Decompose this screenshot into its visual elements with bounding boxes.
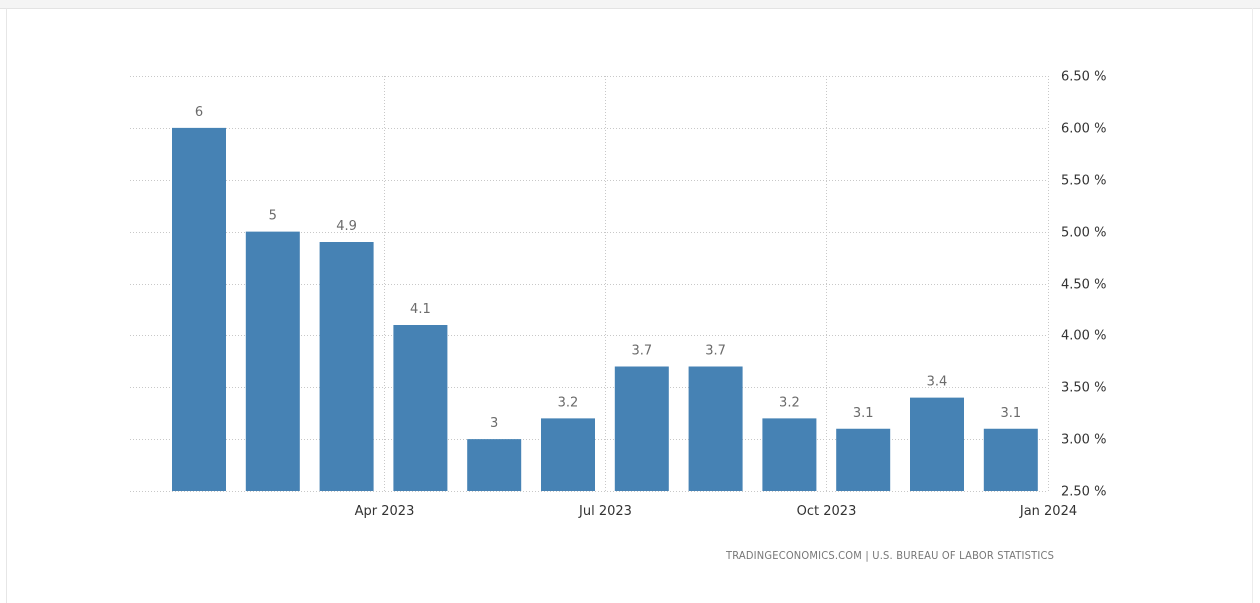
y-tick-label: 2.50 % [1061, 485, 1106, 500]
bar-value-label: 4.9 [336, 219, 357, 234]
bar [319, 242, 374, 491]
bar [910, 397, 964, 491]
y-tick-label: 6.00 % [1061, 122, 1106, 137]
source-attribution: TRADINGECONOMICS.COM | U.S. BUREAU OF LA… [726, 549, 1055, 562]
bar [614, 366, 669, 491]
bar [467, 439, 522, 491]
y-tick-label: 4.00 % [1061, 329, 1106, 344]
y-tick-label: 5.00 % [1061, 226, 1106, 241]
bar-value-label: 3.1 [1000, 406, 1021, 421]
frame-right-border [1252, 8, 1253, 603]
bar [245, 231, 300, 491]
y-tick-label: 5.50 % [1061, 174, 1106, 189]
y-tick-label: 3.50 % [1061, 381, 1106, 396]
x-tick-label: Oct 2023 [797, 504, 857, 519]
bar [541, 418, 595, 491]
bar [836, 428, 891, 491]
bar-value-label: 5 [269, 209, 277, 224]
bar [762, 418, 817, 491]
bar-value-label: 3.2 [558, 395, 579, 410]
bar-value-label: 3.7 [631, 344, 652, 359]
bar [688, 366, 743, 491]
x-tick-label: Jul 2023 [578, 504, 632, 519]
bar-value-label: 3 [490, 416, 498, 431]
bar-value-label: 3.2 [779, 395, 800, 410]
y-tick-label: 4.50 % [1061, 278, 1106, 293]
bar-value-label: 3.1 [853, 406, 874, 421]
bar-value-label: 6 [195, 105, 203, 120]
bar-value-label: 4.1 [410, 302, 431, 317]
x-tick-label: Jan 2024 [1019, 504, 1077, 519]
y-tick-label: 3.00 % [1061, 433, 1106, 448]
bar [172, 127, 226, 491]
frame-left-border [6, 8, 7, 603]
window-top-bar [0, 0, 1260, 9]
bar-value-label: 3.4 [927, 375, 948, 390]
y-tick-label: 6.50 % [1061, 70, 1106, 85]
bar-value-label: 3.7 [705, 344, 726, 359]
x-tick-label: Apr 2023 [355, 504, 415, 519]
bar [393, 325, 448, 491]
bar [983, 428, 1038, 491]
